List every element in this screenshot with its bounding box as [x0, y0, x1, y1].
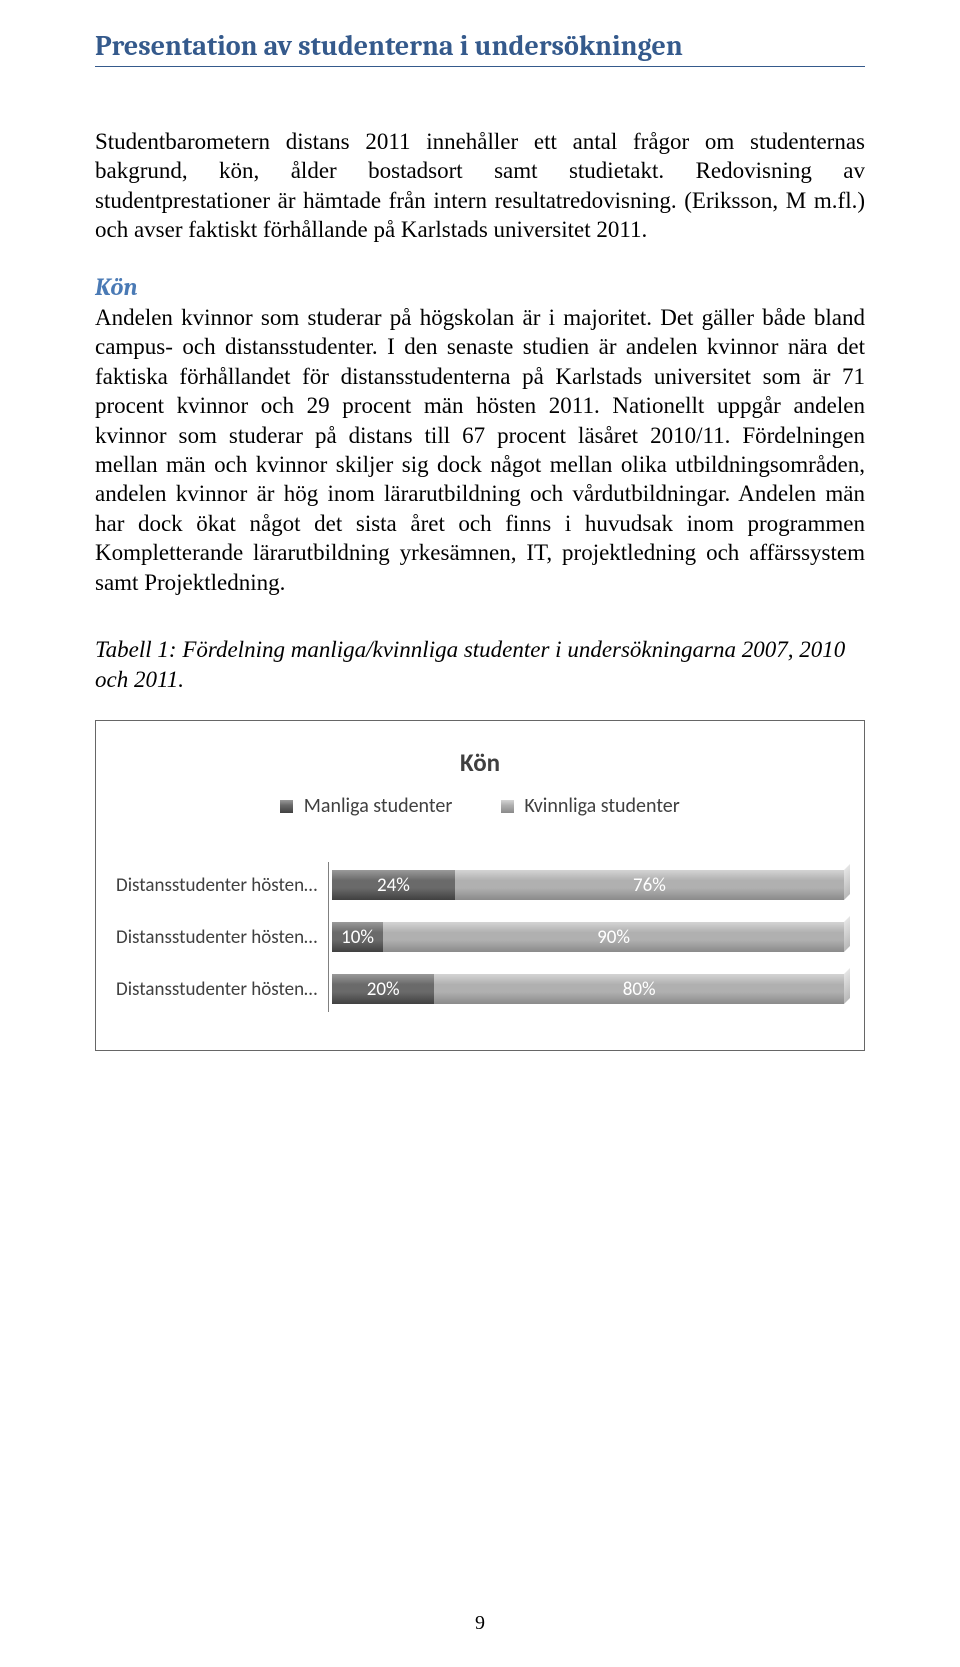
- bar-cap-icon: [844, 916, 850, 952]
- section-title: Presentation av studenterna i undersökni…: [95, 30, 865, 67]
- row-label: Distansstudenter hösten…: [116, 926, 332, 949]
- chart-rows: Distansstudenter hösten…24%76%Distansstu…: [116, 866, 844, 1008]
- chart-title: Kön: [116, 747, 844, 778]
- bar-female: 90%: [383, 922, 844, 952]
- bar-male: 20%: [332, 974, 434, 1004]
- page-number: 9: [0, 1612, 960, 1635]
- bar-female: 80%: [434, 974, 844, 1004]
- legend-item-male: Manliga studenter: [280, 794, 452, 818]
- legend-swatch-female-icon: [501, 800, 514, 813]
- chart-kon: Kön Manliga studenter Kvinnliga studente…: [95, 720, 865, 1051]
- row-track: 20%80%: [332, 970, 844, 1008]
- table-row: Distansstudenter hösten…10%90%: [116, 918, 844, 956]
- legend-swatch-male-icon: [280, 800, 293, 813]
- bar-male: 24%: [332, 870, 455, 900]
- subhead-kon: Kön: [95, 273, 865, 301]
- table-row: Distansstudenter hösten…20%80%: [116, 970, 844, 1008]
- chart-legend: Manliga studenter Kvinnliga studenter: [116, 794, 844, 818]
- bar-male: 10%: [332, 922, 383, 952]
- y-axis-line: [328, 862, 329, 1012]
- row-track: 10%90%: [332, 918, 844, 956]
- row-label: Distansstudenter hösten…: [116, 978, 332, 1001]
- legend-item-female: Kvinnliga studenter: [501, 794, 680, 818]
- table-row: Distansstudenter hösten…24%76%: [116, 866, 844, 904]
- bar-cap-icon: [844, 864, 850, 900]
- legend-label-female: Kvinnliga studenter: [524, 794, 679, 818]
- bar-female: 76%: [455, 870, 844, 900]
- legend-label-male: Manliga studenter: [304, 794, 453, 818]
- kon-paragraph: Andelen kvinnor som studerar på högskola…: [95, 303, 865, 597]
- intro-paragraph: Studentbarometern distans 2011 innehålle…: [95, 127, 865, 245]
- bar-cap-icon: [844, 968, 850, 1004]
- table-caption: Tabell 1: Fördelning manliga/kvinnliga s…: [95, 635, 865, 694]
- row-track: 24%76%: [332, 866, 844, 904]
- row-label: Distansstudenter hösten…: [116, 874, 332, 897]
